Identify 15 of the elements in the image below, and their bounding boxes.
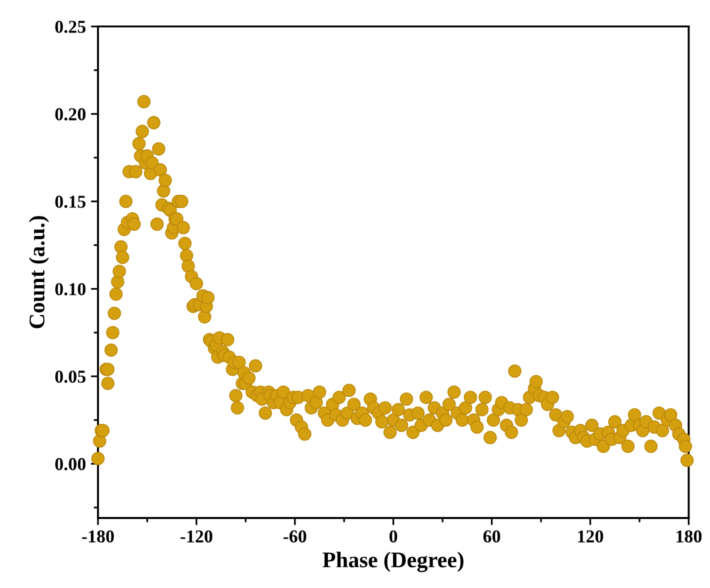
y-tick-label: 0.10 xyxy=(55,283,86,296)
y-tick-label: 0.20 xyxy=(55,108,86,120)
x-tick-label: 0 xyxy=(390,530,398,543)
y-axis-title: Count (a.u.) xyxy=(28,216,50,328)
x-tick-label: -120 xyxy=(180,530,212,543)
x-tick-label: 60 xyxy=(483,530,500,543)
x-tick-label: -180 xyxy=(82,530,114,543)
y-tick-label: 0.15 xyxy=(55,196,86,208)
x-tick-label: -60 xyxy=(284,530,306,543)
x-tick-label: 180 xyxy=(676,530,702,543)
x-axis-title: Phase (Degree) xyxy=(322,552,464,572)
y-tick-label: 0.05 xyxy=(55,370,86,383)
y-tick-label: 0.00 xyxy=(55,458,86,470)
x-tick-label: 120 xyxy=(578,530,604,543)
y-tick-label: 0.25 xyxy=(55,20,86,33)
